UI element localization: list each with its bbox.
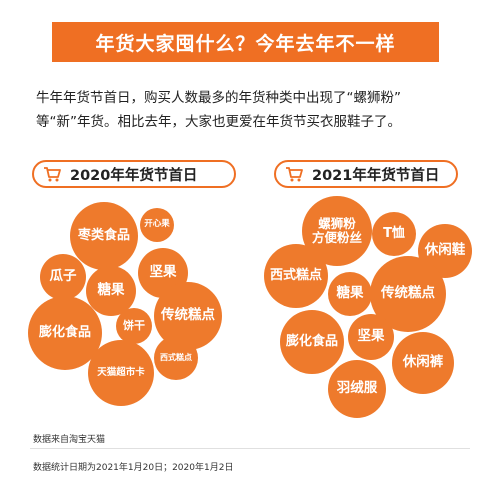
panel-2021: 2021年年货节首日 螺狮粉 方便粉丝 T恤 休闲鞋 西式糕点 糖果 传统糕点 …: [252, 150, 474, 418]
bubble-2020-item: 开心果: [140, 208, 174, 242]
intro-line-2: 等“新”年货。相比去年，大家也更爱在年货节买衣服鞋子了。: [36, 114, 401, 130]
footer-divider: [30, 448, 470, 449]
panel-2020: 2020年年货节首日 枣类食品 开心果 瓜子 坚果 糖果 传统糕点 膨化食品 饼…: [26, 150, 248, 408]
shopping-cart-icon: [286, 167, 303, 182]
banner-title: 年货大家囤什么？今年去年不一样: [52, 22, 439, 62]
bubble-2021-item: 坚果: [348, 314, 394, 360]
bubble-2021-item: 糖果: [328, 272, 372, 316]
panel-2020-title: 2020年年货节首日: [70, 167, 198, 184]
panel-2021-title: 2021年年货节首日: [312, 167, 440, 184]
bubble-2020-item: 瓜子: [40, 254, 86, 300]
intro-line-1: 牛年年货节首日，购买人数最多的年货种类中出现了“螺狮粉”: [36, 90, 401, 106]
intro-text: 牛年年货节首日，购买人数最多的年货种类中出现了“螺狮粉” 等“新”年货。相比去年…: [36, 86, 466, 134]
panel-2020-header: 2020年年货节首日: [32, 160, 236, 188]
bubble-2020-item: 饼干: [116, 308, 152, 344]
source-note: 数据来自淘宝天猫: [33, 435, 106, 445]
bubble-2021-item: 休闲鞋: [418, 224, 472, 278]
bubble-2021-item: 西式糕点: [264, 244, 328, 308]
panel-2021-header: 2021年年货节首日: [274, 160, 458, 188]
bubble-2020-item: 天猫超市卡: [88, 340, 154, 406]
bubble-2020-item: 枣类食品: [70, 202, 138, 270]
date-note: 数据统计日期为2021年1月20日；2020年1月2日: [33, 463, 234, 473]
bubble-2020-item: 膨化食品: [28, 296, 102, 370]
bubble-2020-item: 西式糕点: [154, 336, 198, 380]
bubble-2021-item: 膨化食品: [280, 310, 344, 374]
bubble-2021-item: 羽绒服: [328, 360, 386, 418]
bubble-2020-item: 坚果: [138, 248, 188, 298]
bubble-2021-item: 休闲裤: [392, 332, 454, 394]
shopping-cart-icon: [44, 167, 61, 182]
bubble-2020-item: 糖果: [86, 266, 136, 316]
bubble-2021-item: T恤: [372, 212, 416, 256]
